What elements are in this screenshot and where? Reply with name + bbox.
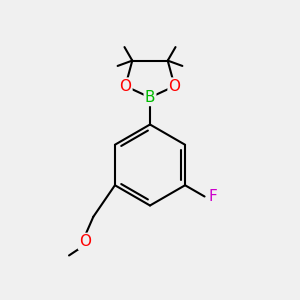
Text: O: O: [169, 79, 181, 94]
Text: O: O: [79, 234, 91, 249]
Text: O: O: [119, 79, 131, 94]
Text: F: F: [208, 189, 217, 204]
Text: B: B: [145, 90, 155, 105]
